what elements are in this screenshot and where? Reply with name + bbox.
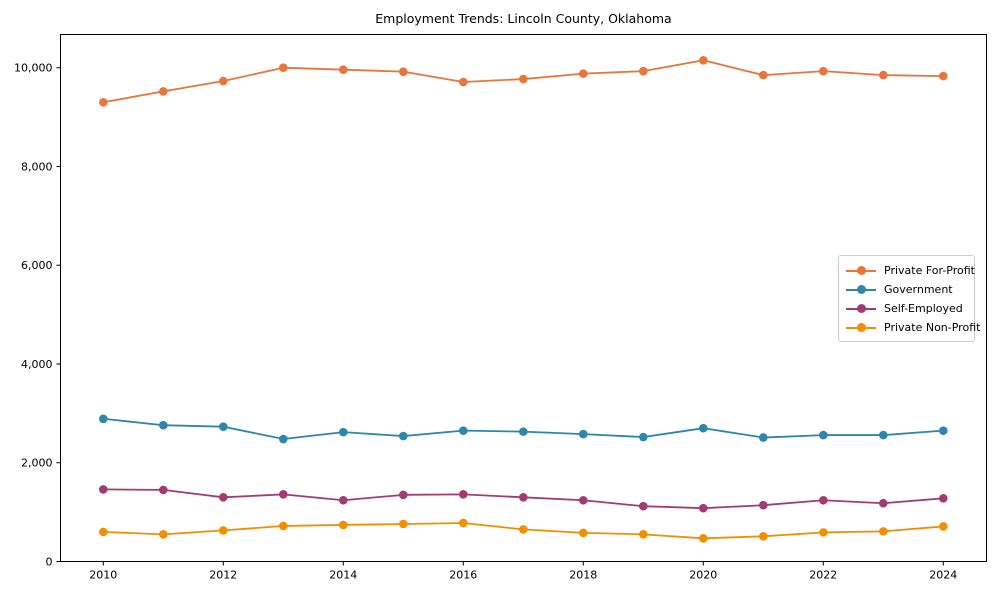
chart-title: Employment Trends: Lincoln County, Oklah… xyxy=(375,11,672,26)
data-point-government xyxy=(219,422,228,431)
y-tick-label: 8,000 xyxy=(21,160,53,173)
data-point-private-for-profit xyxy=(819,66,828,76)
legend-item-private-for-profit: Private For-Profit xyxy=(846,261,975,280)
x-tick-label: 2014 xyxy=(329,569,357,582)
data-point-self-employed xyxy=(279,490,288,499)
data-point-government xyxy=(939,426,948,435)
data-point-self-employed xyxy=(639,501,648,511)
data-point-private-for-profit xyxy=(579,69,588,78)
data-point-government xyxy=(339,427,348,437)
data-point-private-non-profit xyxy=(879,527,888,536)
data-point-private-non-profit xyxy=(219,526,228,535)
data-point-private-for-profit xyxy=(279,63,288,72)
data-point-government xyxy=(759,433,768,442)
data-point-self-employed xyxy=(819,495,828,505)
y-tick-label: 2,000 xyxy=(21,457,53,470)
data-point-self-employed xyxy=(219,493,228,502)
data-point-private-non-profit xyxy=(759,532,768,541)
data-point-self-employed xyxy=(939,493,948,503)
data-point-private-for-profit xyxy=(339,65,348,74)
data-point-private-for-profit xyxy=(759,70,768,80)
data-point-private-non-profit xyxy=(819,528,828,537)
data-point-government xyxy=(399,431,408,441)
y-tick-label: 6,000 xyxy=(21,259,53,272)
data-point-self-employed xyxy=(879,498,888,508)
data-point-government xyxy=(459,426,468,435)
legend-label: Government xyxy=(884,283,953,296)
x-tick-label: 2022 xyxy=(809,569,837,582)
data-point-private-for-profit xyxy=(639,66,648,76)
x-tick-label: 2024 xyxy=(929,569,957,582)
data-point-government xyxy=(519,427,528,436)
data-point-government xyxy=(99,414,108,424)
data-point-private-non-profit xyxy=(939,522,948,531)
data-point-government xyxy=(279,434,288,444)
x-tick-label: 2012 xyxy=(209,569,237,582)
x-tick-label: 2016 xyxy=(449,569,477,582)
data-point-private-for-profit xyxy=(519,74,528,84)
legend-label: Private For-Profit xyxy=(884,264,975,277)
y-tick-label: 0 xyxy=(46,555,53,568)
data-point-private-for-profit xyxy=(939,71,948,81)
data-point-private-non-profit xyxy=(159,530,168,539)
legend-label: Self-Employed xyxy=(884,302,963,315)
data-point-self-employed xyxy=(759,500,768,510)
data-point-self-employed xyxy=(339,495,348,505)
data-point-private-non-profit xyxy=(579,528,588,538)
data-point-private-non-profit xyxy=(459,518,468,528)
data-point-government xyxy=(819,430,828,440)
axes-frame xyxy=(60,34,987,562)
legend-line-marker-icon xyxy=(846,304,876,313)
legend-item-self-employed: Self-Employed xyxy=(846,299,967,318)
data-point-private-for-profit xyxy=(399,67,408,76)
legend-item-government: Government xyxy=(846,280,967,299)
data-point-private-for-profit xyxy=(879,70,888,80)
legend: Private For-Profit Government Self-Employe… xyxy=(838,255,980,342)
data-point-self-employed xyxy=(699,503,708,513)
legend-item-private-non-profit: Private Non-Profit xyxy=(846,318,980,337)
legend-line-marker-icon xyxy=(846,285,876,294)
data-point-government xyxy=(699,423,708,433)
data-point-private-non-profit xyxy=(699,533,708,543)
x-tick-label: 2020 xyxy=(689,569,717,582)
data-point-self-employed xyxy=(459,490,468,499)
data-point-self-employed xyxy=(159,485,168,495)
x-tick-label: 2018 xyxy=(569,569,597,582)
data-point-private-non-profit xyxy=(519,525,528,534)
data-point-private-for-profit xyxy=(459,77,468,87)
data-point-private-non-profit xyxy=(639,530,648,539)
data-point-self-employed xyxy=(579,495,588,505)
y-tick-label: 4,000 xyxy=(21,358,53,371)
y-tick-label: 10,000 xyxy=(14,62,53,75)
data-point-private-for-profit xyxy=(159,87,168,96)
legend-label: Private Non-Profit xyxy=(884,321,981,334)
data-point-self-employed xyxy=(399,490,408,500)
data-point-private-for-profit xyxy=(699,55,708,65)
data-point-private-non-profit xyxy=(279,521,288,531)
data-point-private-for-profit xyxy=(99,97,108,107)
data-point-government xyxy=(159,420,168,430)
data-point-government xyxy=(879,430,888,440)
legend-line-marker-icon xyxy=(846,323,876,332)
data-point-private-non-profit xyxy=(339,520,348,530)
data-point-government xyxy=(579,429,588,439)
data-point-self-employed xyxy=(519,493,528,502)
data-point-private-non-profit xyxy=(399,519,408,529)
x-tick-label: 2010 xyxy=(89,569,117,582)
legend-line-marker-icon xyxy=(846,266,876,275)
data-point-self-employed xyxy=(99,485,108,494)
data-point-private-for-profit xyxy=(219,76,228,86)
data-point-private-non-profit xyxy=(99,527,108,537)
data-point-government xyxy=(639,432,648,442)
